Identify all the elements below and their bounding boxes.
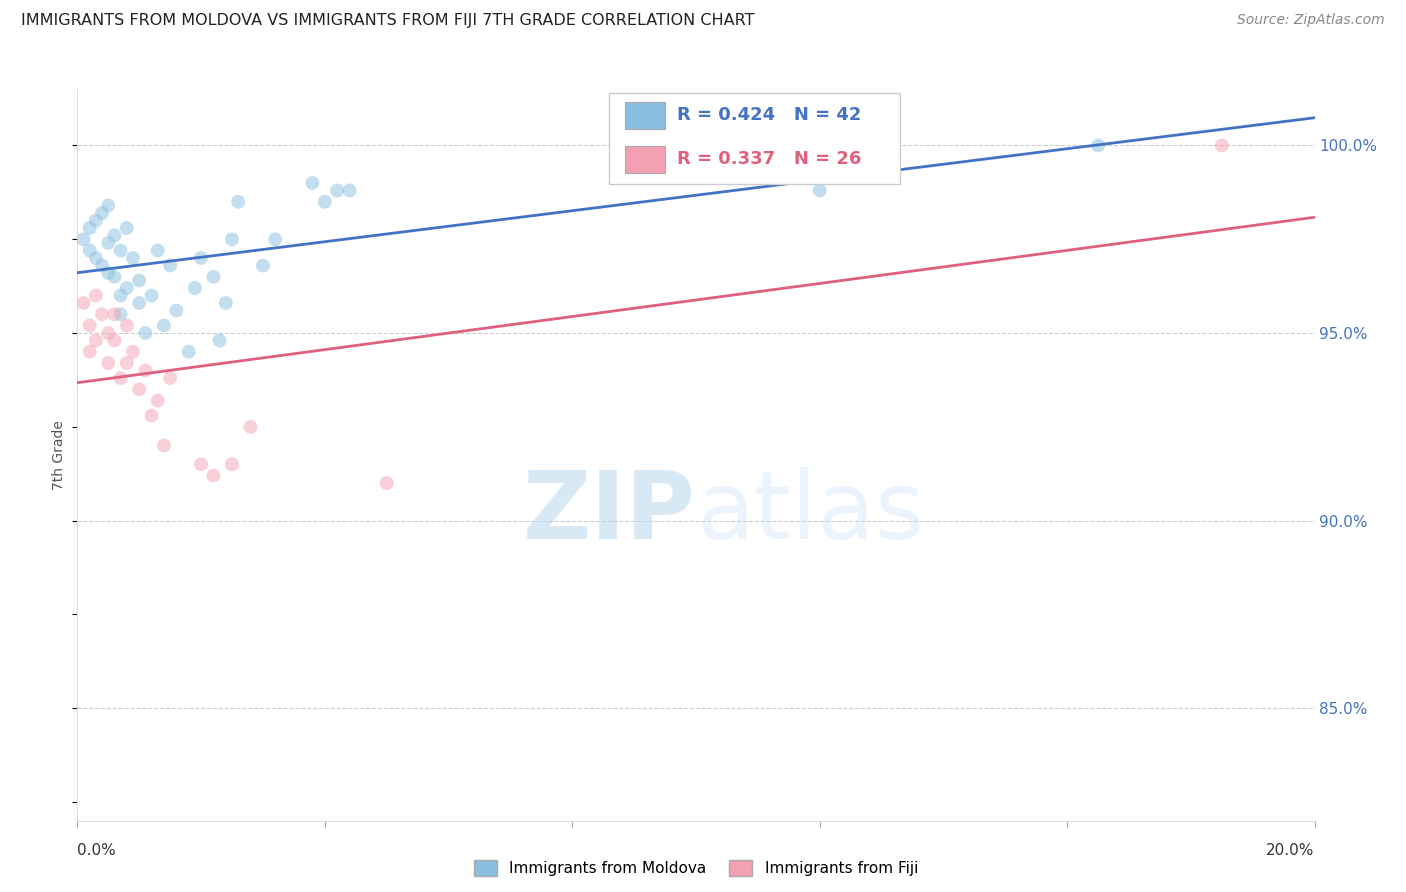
- Point: [215, 296, 238, 310]
- Point: [115, 281, 138, 295]
- Point: [301, 176, 323, 190]
- Point: [252, 259, 274, 273]
- Point: [103, 307, 125, 321]
- Point: [146, 244, 169, 258]
- Point: [122, 251, 145, 265]
- Point: [339, 184, 361, 198]
- Point: [97, 198, 120, 212]
- Point: [97, 266, 120, 280]
- Point: [128, 273, 150, 287]
- Text: IMMIGRANTS FROM MOLDOVA VS IMMIGRANTS FROM FIJI 7TH GRADE CORRELATION CHART: IMMIGRANTS FROM MOLDOVA VS IMMIGRANTS FR…: [21, 13, 755, 29]
- FancyBboxPatch shape: [626, 146, 665, 173]
- Point: [1211, 138, 1233, 153]
- Point: [79, 221, 101, 235]
- Point: [159, 259, 181, 273]
- FancyBboxPatch shape: [626, 102, 665, 128]
- Point: [153, 318, 176, 333]
- Point: [153, 438, 176, 452]
- Text: 0.0%: 0.0%: [77, 843, 117, 858]
- FancyBboxPatch shape: [609, 93, 900, 185]
- Point: [146, 393, 169, 408]
- Point: [103, 228, 125, 243]
- Point: [141, 288, 163, 302]
- Point: [326, 184, 349, 198]
- Text: Source: ZipAtlas.com: Source: ZipAtlas.com: [1237, 13, 1385, 28]
- Point: [97, 235, 120, 250]
- Point: [91, 307, 114, 321]
- Text: ZIP: ZIP: [523, 467, 696, 559]
- Point: [84, 288, 107, 302]
- Point: [375, 476, 398, 491]
- Point: [314, 194, 336, 209]
- Point: [221, 458, 243, 472]
- Point: [84, 334, 107, 348]
- Point: [165, 303, 187, 318]
- Point: [97, 326, 120, 340]
- Legend: Immigrants from Moldova, Immigrants from Fiji: Immigrants from Moldova, Immigrants from…: [468, 855, 924, 882]
- Point: [115, 318, 138, 333]
- Point: [122, 344, 145, 359]
- Point: [79, 244, 101, 258]
- Point: [91, 259, 114, 273]
- Point: [1087, 138, 1109, 153]
- Point: [208, 334, 231, 348]
- Point: [202, 468, 225, 483]
- Point: [115, 221, 138, 235]
- Point: [84, 213, 107, 227]
- Text: 20.0%: 20.0%: [1267, 843, 1315, 858]
- Point: [159, 371, 181, 385]
- Point: [128, 382, 150, 396]
- Point: [110, 288, 132, 302]
- Point: [115, 356, 138, 370]
- Y-axis label: 7th Grade: 7th Grade: [52, 420, 66, 490]
- Point: [808, 184, 831, 198]
- Point: [103, 269, 125, 284]
- Point: [221, 232, 243, 246]
- Text: atlas: atlas: [696, 467, 924, 559]
- Point: [177, 344, 200, 359]
- Point: [110, 307, 132, 321]
- Point: [226, 194, 249, 209]
- Point: [134, 363, 156, 377]
- Point: [72, 232, 94, 246]
- Point: [134, 326, 156, 340]
- Point: [239, 419, 262, 434]
- Point: [110, 371, 132, 385]
- Text: R = 0.424   N = 42: R = 0.424 N = 42: [678, 106, 862, 124]
- Point: [97, 356, 120, 370]
- Point: [103, 334, 125, 348]
- Point: [110, 244, 132, 258]
- Point: [264, 232, 287, 246]
- Point: [79, 318, 101, 333]
- Point: [184, 281, 207, 295]
- Point: [79, 344, 101, 359]
- Text: R = 0.337   N = 26: R = 0.337 N = 26: [678, 151, 862, 169]
- Point: [190, 251, 212, 265]
- Point: [202, 269, 225, 284]
- Point: [84, 251, 107, 265]
- Point: [128, 296, 150, 310]
- Point: [141, 409, 163, 423]
- Point: [72, 296, 94, 310]
- Point: [190, 458, 212, 472]
- Point: [91, 206, 114, 220]
